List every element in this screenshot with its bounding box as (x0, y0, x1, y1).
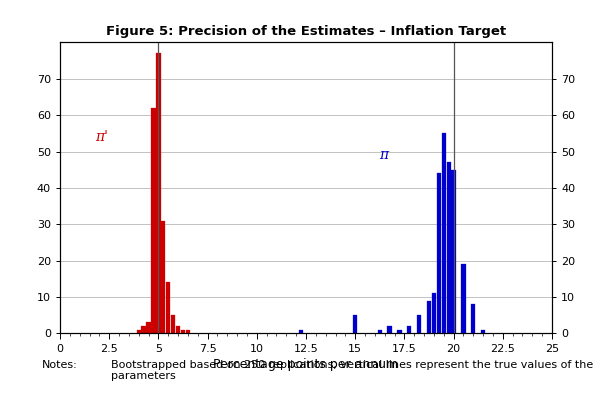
Bar (446, 162, 451, 333)
Bar (377, 330, 382, 333)
Bar (146, 322, 151, 333)
Bar (461, 264, 466, 333)
Title: Figure 5: Precision of the Estimates – Inflation Target: Figure 5: Precision of the Estimates – I… (106, 25, 506, 38)
Bar (142, 326, 146, 333)
Bar (427, 301, 431, 333)
Bar (417, 315, 421, 333)
Text: π: π (379, 148, 388, 162)
Bar (451, 170, 456, 333)
Bar (137, 330, 141, 333)
Bar (186, 330, 190, 333)
Bar (156, 53, 161, 333)
Bar (407, 326, 412, 333)
Bar (299, 330, 303, 333)
Bar (151, 108, 155, 333)
Bar (442, 133, 446, 333)
Bar (432, 293, 436, 333)
Bar (166, 282, 170, 333)
Bar (171, 315, 175, 333)
Text: π': π' (95, 130, 109, 144)
Bar (161, 221, 166, 333)
Bar (181, 330, 185, 333)
Bar (397, 330, 401, 333)
Bar (471, 304, 475, 333)
Text: Bootstrapped based on 250 replications; vertical lines represent the true values: Bootstrapped based on 250 replications; … (111, 360, 593, 381)
Bar (481, 330, 485, 333)
Bar (353, 315, 358, 333)
Bar (176, 326, 180, 333)
Bar (437, 173, 441, 333)
Bar (388, 326, 392, 333)
X-axis label: Percentage points per annum: Percentage points per annum (214, 358, 398, 371)
Text: Notes:: Notes: (42, 360, 78, 370)
